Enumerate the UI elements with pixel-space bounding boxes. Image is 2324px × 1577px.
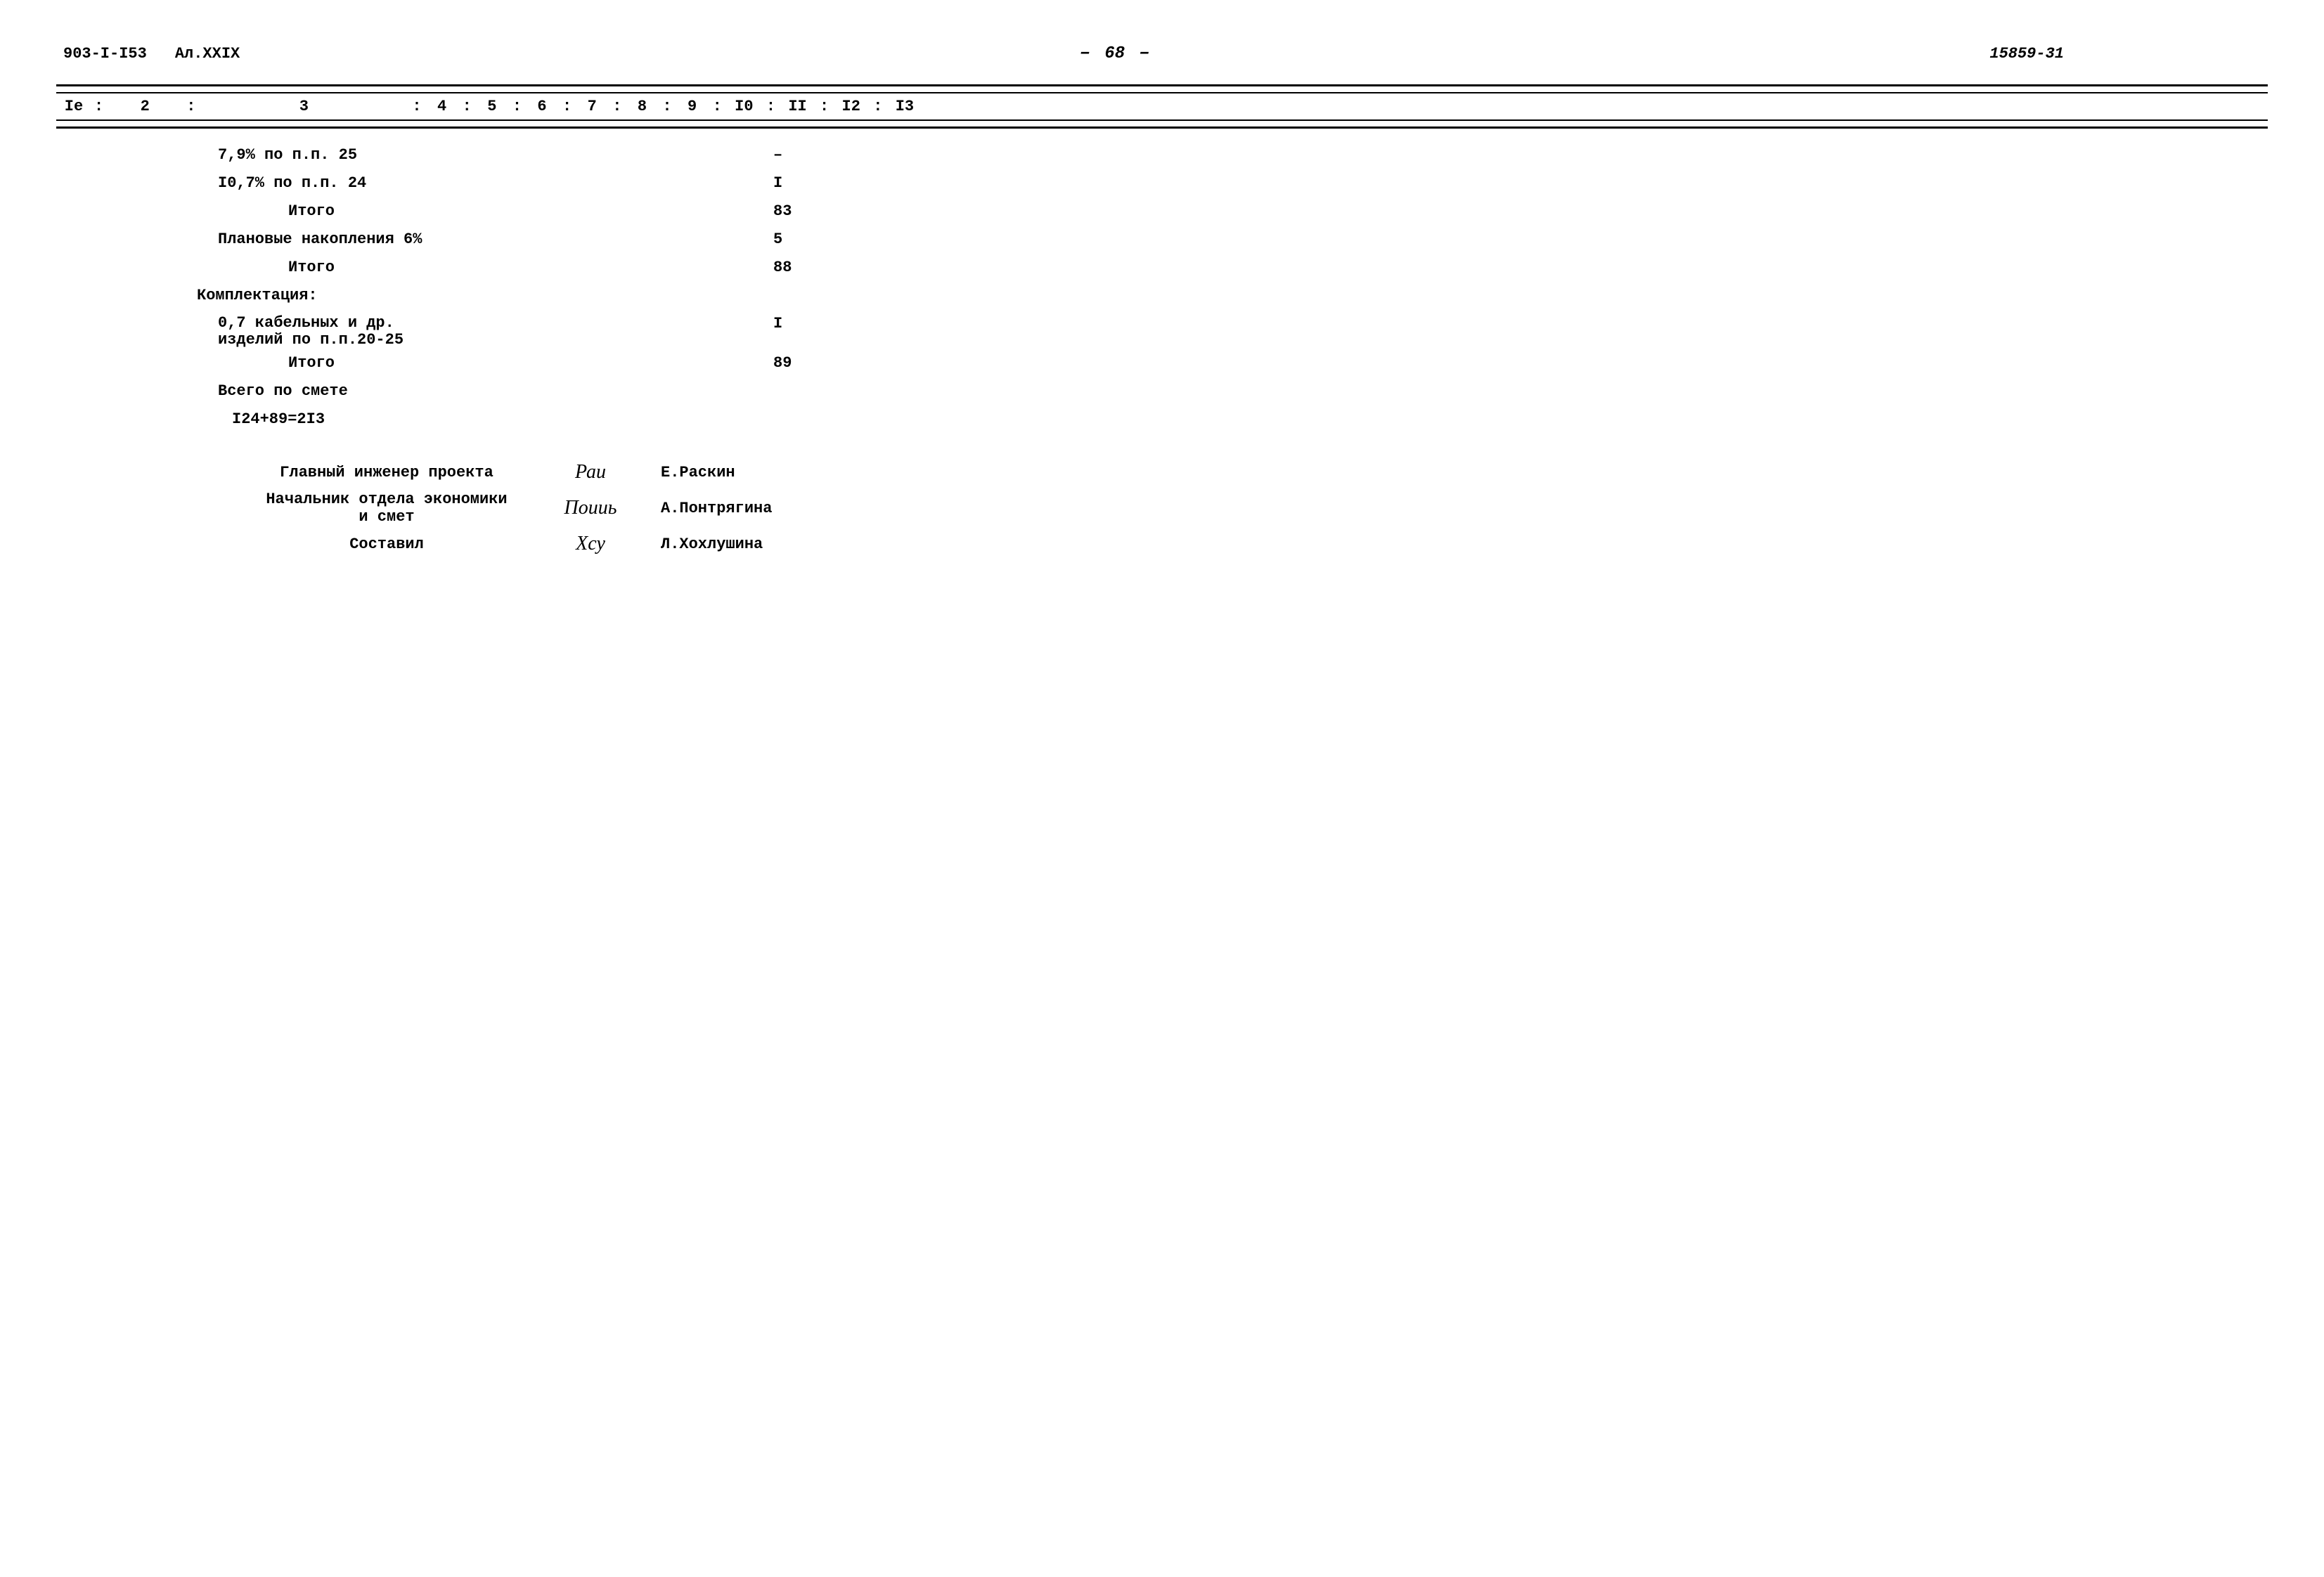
col-8: 8 (624, 98, 659, 115)
table-row: Плановые накопления 6%5 (197, 231, 2268, 253)
signature-name: Л.Хохлушина (661, 536, 801, 553)
column-header-row: Iе : 2 : 3 : 4 : 5 : 6 : 7 : 8 : 9 : I0 … (56, 84, 2268, 129)
row-value: I (562, 174, 782, 192)
col-sep: : (460, 98, 475, 115)
row-description: Итого (197, 259, 562, 276)
table-row: Итого89 (197, 354, 2268, 377)
row-description: Итого (197, 354, 562, 372)
row-description: I0,7% по п.п. 24 (197, 174, 562, 192)
signature-name: А.Понтрягина (661, 500, 801, 517)
col-sep: : (763, 98, 778, 115)
col-sep: : (91, 98, 106, 115)
table-row: I0,7% по п.п. 24I (197, 174, 2268, 197)
col-sep: : (560, 98, 574, 115)
page-number: 68 (1104, 44, 1125, 63)
header-right: 15859-31 (1989, 45, 2261, 63)
col-2: 2 (106, 98, 183, 115)
header-left: 903-I-I53 Ал.XXIX (63, 45, 240, 63)
row-value: 88 (562, 259, 792, 276)
col-sep: : (659, 98, 674, 115)
row-description: Итого (197, 202, 562, 220)
table-row: Комплектация: (197, 287, 2268, 309)
page-dash-right: – (1139, 42, 1150, 63)
signature-row: СоставилХсуЛ.Хохлушина (253, 533, 2268, 555)
document-header: 903-I-I53 Ал.XXIX – 68 – 15859-31 (56, 42, 2268, 63)
col-12: I2 (832, 98, 870, 115)
table-row: Итого83 (197, 202, 2268, 225)
col-13: I3 (885, 98, 924, 115)
col-sep: : (183, 98, 198, 115)
table-body: 7,9% по п.п. 25–I0,7% по п.п. 24IИтого83… (56, 146, 2268, 433)
col-sep: : (710, 98, 725, 115)
page-dash-left: – (1080, 42, 1091, 63)
col-7: 7 (574, 98, 609, 115)
signature-title: Составил (253, 536, 520, 553)
header-center: – 68 – (1080, 42, 1150, 63)
col-11: II (778, 98, 817, 115)
row-description: Плановые накопления 6% (197, 231, 562, 248)
col-sep: : (609, 98, 624, 115)
signature-name: Е.Раскин (661, 464, 801, 481)
row-description: Комплектация: (197, 287, 562, 304)
signature-mark: Хсу (520, 533, 661, 555)
col-9: 9 (675, 98, 710, 115)
signature-title: Начальник отдела экономикии смет (253, 491, 520, 526)
col-sep: : (510, 98, 524, 115)
col-sep: : (409, 98, 424, 115)
col-3: 3 (198, 98, 409, 115)
doc-left-code: 903-I-I53 (63, 45, 147, 63)
row-value: I (562, 315, 782, 332)
signature-mark: Поииь (520, 497, 661, 519)
row-description: Всего по смете (197, 382, 562, 400)
table-row: 7,9% по п.п. 25– (197, 146, 2268, 169)
table-row: Итого88 (197, 259, 2268, 281)
col-5: 5 (475, 98, 510, 115)
row-description: 7,9% по п.п. 25 (197, 146, 562, 164)
signature-row: Главный инженер проектаРаиЕ.Раскин (253, 461, 2268, 484)
signature-mark: Раи (520, 461, 661, 484)
col-sep: : (870, 98, 885, 115)
table-row: 0,7 кабельных и др.изделий по п.п.20-25I (197, 315, 2268, 349)
table-row: I24+89=2I3 (197, 410, 2268, 433)
row-value: 89 (562, 354, 792, 372)
table-row: Всего по смете (197, 382, 2268, 405)
doc-annex: Ал.XXIX (175, 45, 240, 63)
column-header-border: Iе : 2 : 3 : 4 : 5 : 6 : 7 : 8 : 9 : I0 … (56, 92, 2268, 121)
row-value: 5 (562, 231, 782, 248)
row-description: I24+89=2I3 (197, 410, 562, 428)
signatures-block: Главный инженер проектаРаиЕ.Раскин Началь… (56, 461, 2268, 555)
signature-title: Главный инженер проекта (253, 464, 520, 481)
row-description: 0,7 кабельных и др.изделий по п.п.20-25 (197, 315, 562, 349)
row-value: 83 (562, 202, 792, 220)
row-value: – (562, 146, 782, 164)
col-6: 6 (524, 98, 560, 115)
col-1: Iе (56, 98, 91, 115)
col-10: I0 (725, 98, 763, 115)
signature-row: Начальник отдела экономикии сметПоииьА.П… (253, 491, 2268, 526)
col-4: 4 (425, 98, 460, 115)
doc-right-code: 15859-31 (1989, 45, 2064, 63)
col-sep: : (817, 98, 832, 115)
